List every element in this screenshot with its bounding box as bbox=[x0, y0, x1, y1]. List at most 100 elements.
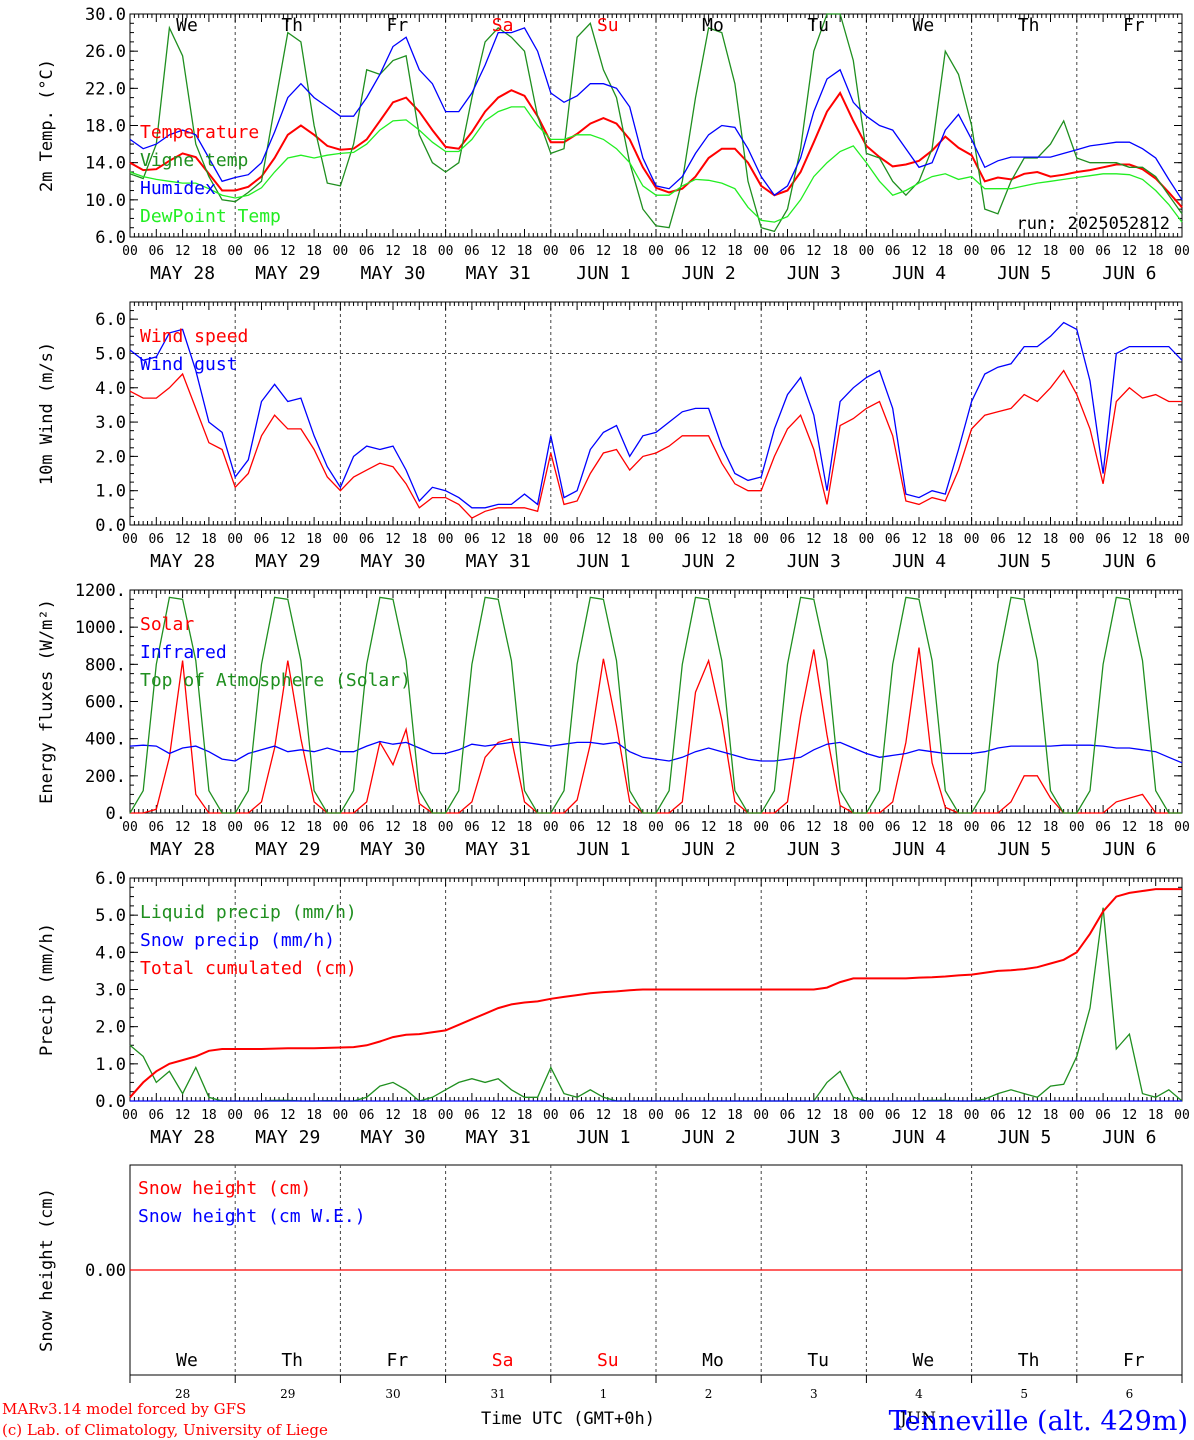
hour-label: 18 bbox=[622, 244, 638, 259]
legend-entry: DewPoint Temp bbox=[140, 206, 281, 227]
station-label: Tenneville (alt. 429m) bbox=[889, 1406, 1188, 1437]
day-name: Th bbox=[1018, 15, 1040, 36]
day-number: 2 bbox=[705, 1387, 713, 1401]
hour-label: 00 bbox=[333, 820, 349, 835]
y-tick-label: 800. bbox=[85, 655, 126, 675]
hour-label: 00 bbox=[1069, 532, 1085, 547]
series-line bbox=[129, 106, 1183, 223]
legend-entry: Wind gust bbox=[140, 354, 238, 375]
legend-entry: Snow precip (mm/h) bbox=[140, 930, 335, 951]
hour-label: 00 bbox=[1069, 244, 1085, 259]
date-label: JUN 4 bbox=[892, 551, 946, 572]
y-tick-label: 0. bbox=[106, 804, 126, 824]
hour-label: 06 bbox=[1095, 244, 1111, 259]
hour-label: 18 bbox=[517, 820, 533, 835]
day-name: Fr bbox=[387, 1350, 409, 1371]
hour-label: 06 bbox=[254, 1108, 270, 1123]
date-label: JUN 6 bbox=[1102, 551, 1156, 572]
chart-panel: 6.0 10.0 14.0 18.0 22.0 26.0 30.0 2m Temp. (°C)… bbox=[37, 5, 1190, 284]
legend-entry: Solar bbox=[140, 614, 194, 635]
hour-label: 18 bbox=[201, 1108, 217, 1123]
date-label: JUN 3 bbox=[787, 839, 841, 860]
hour-label: 00 bbox=[1174, 820, 1190, 835]
hour-label: 06 bbox=[990, 820, 1006, 835]
hour-label: 06 bbox=[1095, 532, 1111, 547]
hour-label: 12 bbox=[280, 532, 296, 547]
hour-label: 00 bbox=[438, 244, 454, 259]
hour-label: 18 bbox=[1043, 820, 1059, 835]
y-tick-label: 4.0 bbox=[95, 943, 126, 963]
hour-label: 18 bbox=[306, 532, 322, 547]
hour-label: 06 bbox=[464, 1108, 480, 1123]
date-label: MAY 29 bbox=[255, 1127, 320, 1148]
hour-label: 12 bbox=[701, 820, 717, 835]
hour-label: 06 bbox=[464, 244, 480, 259]
date-label: JUN 2 bbox=[682, 1127, 736, 1148]
hour-label: 06 bbox=[569, 532, 585, 547]
series-line bbox=[129, 369, 1182, 519]
day-number: 31 bbox=[491, 1387, 506, 1401]
y-tick-label: 600. bbox=[85, 693, 126, 713]
hour-label: 18 bbox=[622, 1108, 638, 1123]
y-tick-label: 1200. bbox=[75, 581, 126, 601]
hour-label: 00 bbox=[122, 244, 138, 259]
legend-entry: Snow height (cm) bbox=[138, 1178, 311, 1199]
series-line bbox=[129, 27, 1183, 201]
hour-label: 06 bbox=[674, 1108, 690, 1123]
hour-label: 18 bbox=[937, 532, 953, 547]
hour-label: 06 bbox=[990, 1108, 1006, 1123]
y-tick-label: 5.0 bbox=[95, 344, 126, 364]
chart-panel: 0. 200. 400. 600. 800. 1000. 1200. Energy fluxe… bbox=[37, 581, 1190, 860]
hour-label: 12 bbox=[1016, 244, 1032, 259]
run-annotation: run: 2025052812 bbox=[1016, 214, 1170, 234]
y-tick-label: 10.0 bbox=[85, 191, 126, 211]
date-label: JUN 4 bbox=[892, 839, 946, 860]
hour-label: 06 bbox=[569, 820, 585, 835]
hour-label: 00 bbox=[753, 1108, 769, 1123]
y-tick-label: 26.0 bbox=[85, 42, 126, 62]
date-label: JUN 5 bbox=[997, 551, 1051, 572]
y-tick-label: 6.0 bbox=[95, 869, 126, 889]
hour-label: 12 bbox=[911, 244, 927, 259]
series-line bbox=[129, 13, 1183, 233]
legend-entry: Top of Atmosphere (Solar) bbox=[140, 670, 411, 691]
day-name: Fr bbox=[1123, 1350, 1145, 1371]
hour-label: 06 bbox=[254, 820, 270, 835]
hour-label: 00 bbox=[964, 532, 980, 547]
hour-label: 12 bbox=[701, 532, 717, 547]
date-label: JUN 1 bbox=[576, 263, 630, 284]
date-label: MAY 30 bbox=[360, 1127, 425, 1148]
hour-label: 18 bbox=[622, 820, 638, 835]
hour-label: 06 bbox=[148, 1108, 164, 1123]
hour-label: 12 bbox=[806, 1108, 822, 1123]
hour-label: 00 bbox=[227, 1108, 243, 1123]
y-tick-label: 3.0 bbox=[95, 981, 126, 1001]
date-label: JUN 2 bbox=[682, 263, 736, 284]
y-axis-title: Energy fluxes (W/m²) bbox=[37, 599, 57, 804]
legend-entry: Temperature bbox=[140, 122, 259, 143]
date-label: MAY 30 bbox=[360, 551, 425, 572]
plot-frame bbox=[129, 301, 1183, 526]
day-name: Sa bbox=[492, 15, 514, 36]
y-tick-label: 0.0 bbox=[95, 516, 126, 536]
y-axis-title: 10m Wind (m/s) bbox=[37, 342, 57, 485]
hour-label: 06 bbox=[569, 1108, 585, 1123]
hour-label: 00 bbox=[753, 532, 769, 547]
hour-label: 12 bbox=[806, 820, 822, 835]
hour-label: 12 bbox=[280, 244, 296, 259]
date-label: MAY 30 bbox=[360, 263, 425, 284]
day-number: 4 bbox=[915, 1387, 923, 1401]
day-name: Sa bbox=[492, 1350, 514, 1371]
y-tick-label: 4.0 bbox=[95, 379, 126, 399]
legend-entry: Infrared bbox=[140, 642, 227, 663]
y-tick-label: 30.0 bbox=[85, 5, 126, 25]
hour-label: 00 bbox=[227, 820, 243, 835]
hour-label: 06 bbox=[148, 532, 164, 547]
hour-label: 00 bbox=[227, 244, 243, 259]
hour-label: 18 bbox=[517, 244, 533, 259]
hour-label: 06 bbox=[148, 244, 164, 259]
day-name: Th bbox=[281, 1350, 303, 1371]
y-tick-label: 200. bbox=[85, 767, 126, 787]
date-label: JUN 6 bbox=[1102, 263, 1156, 284]
hour-label: 12 bbox=[175, 244, 191, 259]
